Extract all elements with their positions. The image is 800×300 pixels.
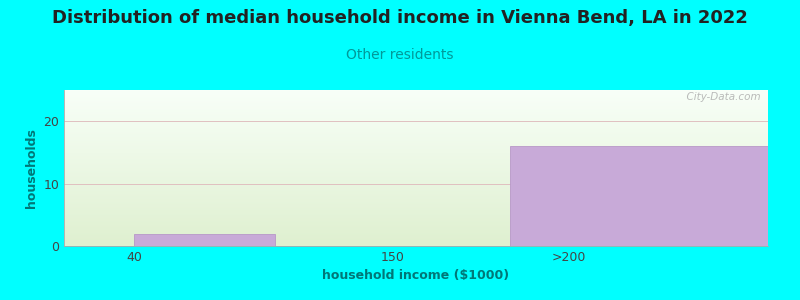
Text: City-Data.com: City-Data.com xyxy=(680,92,761,102)
X-axis label: household income ($1000): household income ($1000) xyxy=(322,269,510,282)
Y-axis label: households: households xyxy=(25,128,38,208)
Text: Distribution of median household income in Vienna Bend, LA in 2022: Distribution of median household income … xyxy=(52,9,748,27)
Bar xyxy=(134,233,275,246)
Text: Other residents: Other residents xyxy=(346,48,454,62)
Bar xyxy=(510,146,800,246)
